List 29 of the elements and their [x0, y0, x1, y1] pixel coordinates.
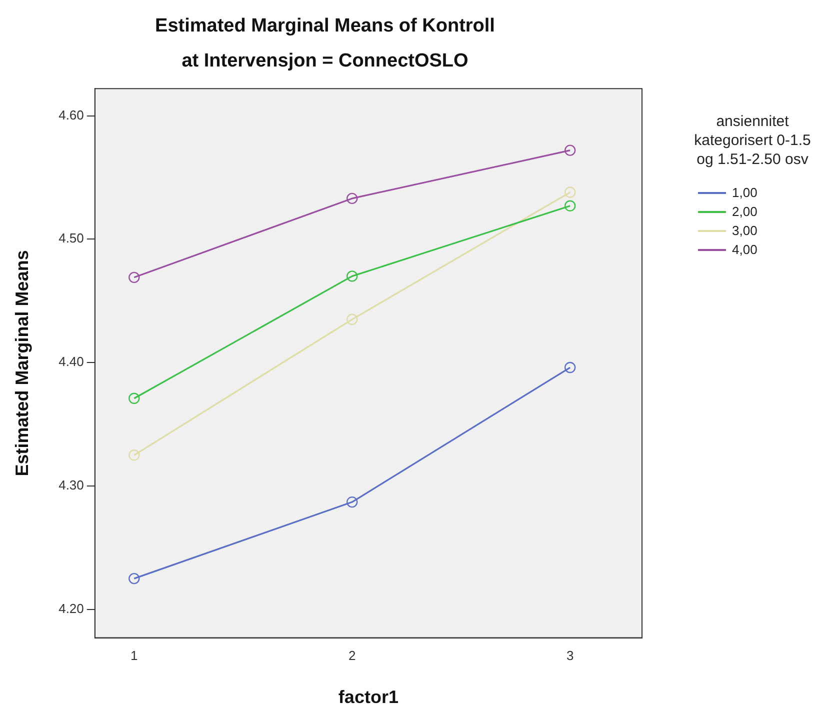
- point: [564, 362, 576, 374]
- point: [564, 186, 576, 198]
- point: [128, 572, 140, 584]
- x-tick-label: 3: [566, 648, 574, 664]
- chart-subtitle: at Intervensjon = ConnectOSLO: [182, 50, 468, 72]
- chart-title: Estimated Marginal Means of Kontroll: [155, 16, 495, 37]
- point: [346, 270, 358, 282]
- y-tick-label: 4.40: [58, 354, 84, 370]
- point: [128, 392, 140, 404]
- legend-label: 3,00: [732, 223, 758, 238]
- x-tick-label: 2: [348, 648, 356, 664]
- point: [564, 200, 576, 212]
- legend-label: 4,00: [732, 242, 758, 257]
- point: [346, 192, 358, 204]
- y-tick-label: 4.50: [58, 230, 84, 246]
- y-tick-label: 4.60: [58, 107, 84, 122]
- legend-label: 2,00: [732, 204, 758, 219]
- point: [564, 144, 576, 156]
- y-tick-label: 4.30: [58, 478, 84, 493]
- x-axis-title: factor1: [338, 687, 398, 708]
- x-tick-label: 1: [130, 648, 138, 664]
- y-tick-label: 4.20: [58, 600, 84, 616]
- legend-label: 1,00: [732, 185, 758, 200]
- point: [128, 450, 140, 461]
- point: [346, 496, 358, 508]
- y-axis-title: Estimated Marginal Means: [12, 250, 32, 476]
- point: [346, 314, 358, 325]
- point: [128, 272, 140, 284]
- legend-title: ansiennitet kategorisert 0-1.5 og 1.51-2.50 osv: [693, 112, 812, 169]
